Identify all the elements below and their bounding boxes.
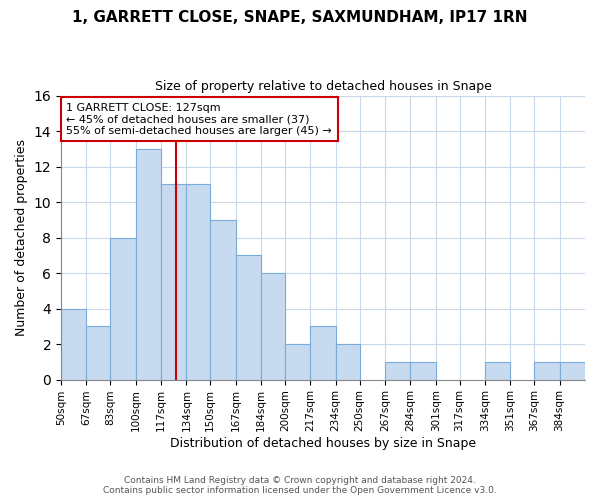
- Y-axis label: Number of detached properties: Number of detached properties: [15, 139, 28, 336]
- Text: 1 GARRETT CLOSE: 127sqm
← 45% of detached houses are smaller (37)
55% of semi-de: 1 GARRETT CLOSE: 127sqm ← 45% of detache…: [66, 102, 332, 136]
- Bar: [336, 344, 359, 380]
- Text: 1, GARRETT CLOSE, SNAPE, SAXMUNDHAM, IP17 1RN: 1, GARRETT CLOSE, SNAPE, SAXMUNDHAM, IP1…: [72, 10, 528, 25]
- Bar: [285, 344, 310, 380]
- Bar: [410, 362, 436, 380]
- X-axis label: Distribution of detached houses by size in Snape: Distribution of detached houses by size …: [170, 437, 476, 450]
- Bar: [560, 362, 585, 380]
- Bar: [86, 326, 110, 380]
- Bar: [110, 238, 136, 380]
- Bar: [261, 273, 285, 380]
- Bar: [485, 362, 511, 380]
- Text: Contains HM Land Registry data © Crown copyright and database right 2024.
Contai: Contains HM Land Registry data © Crown c…: [103, 476, 497, 495]
- Bar: [136, 149, 161, 380]
- Bar: [161, 184, 187, 380]
- Bar: [534, 362, 560, 380]
- Bar: [236, 256, 261, 380]
- Bar: [211, 220, 236, 380]
- Title: Size of property relative to detached houses in Snape: Size of property relative to detached ho…: [155, 80, 491, 93]
- Bar: [310, 326, 336, 380]
- Bar: [61, 308, 86, 380]
- Bar: [385, 362, 410, 380]
- Bar: [187, 184, 211, 380]
